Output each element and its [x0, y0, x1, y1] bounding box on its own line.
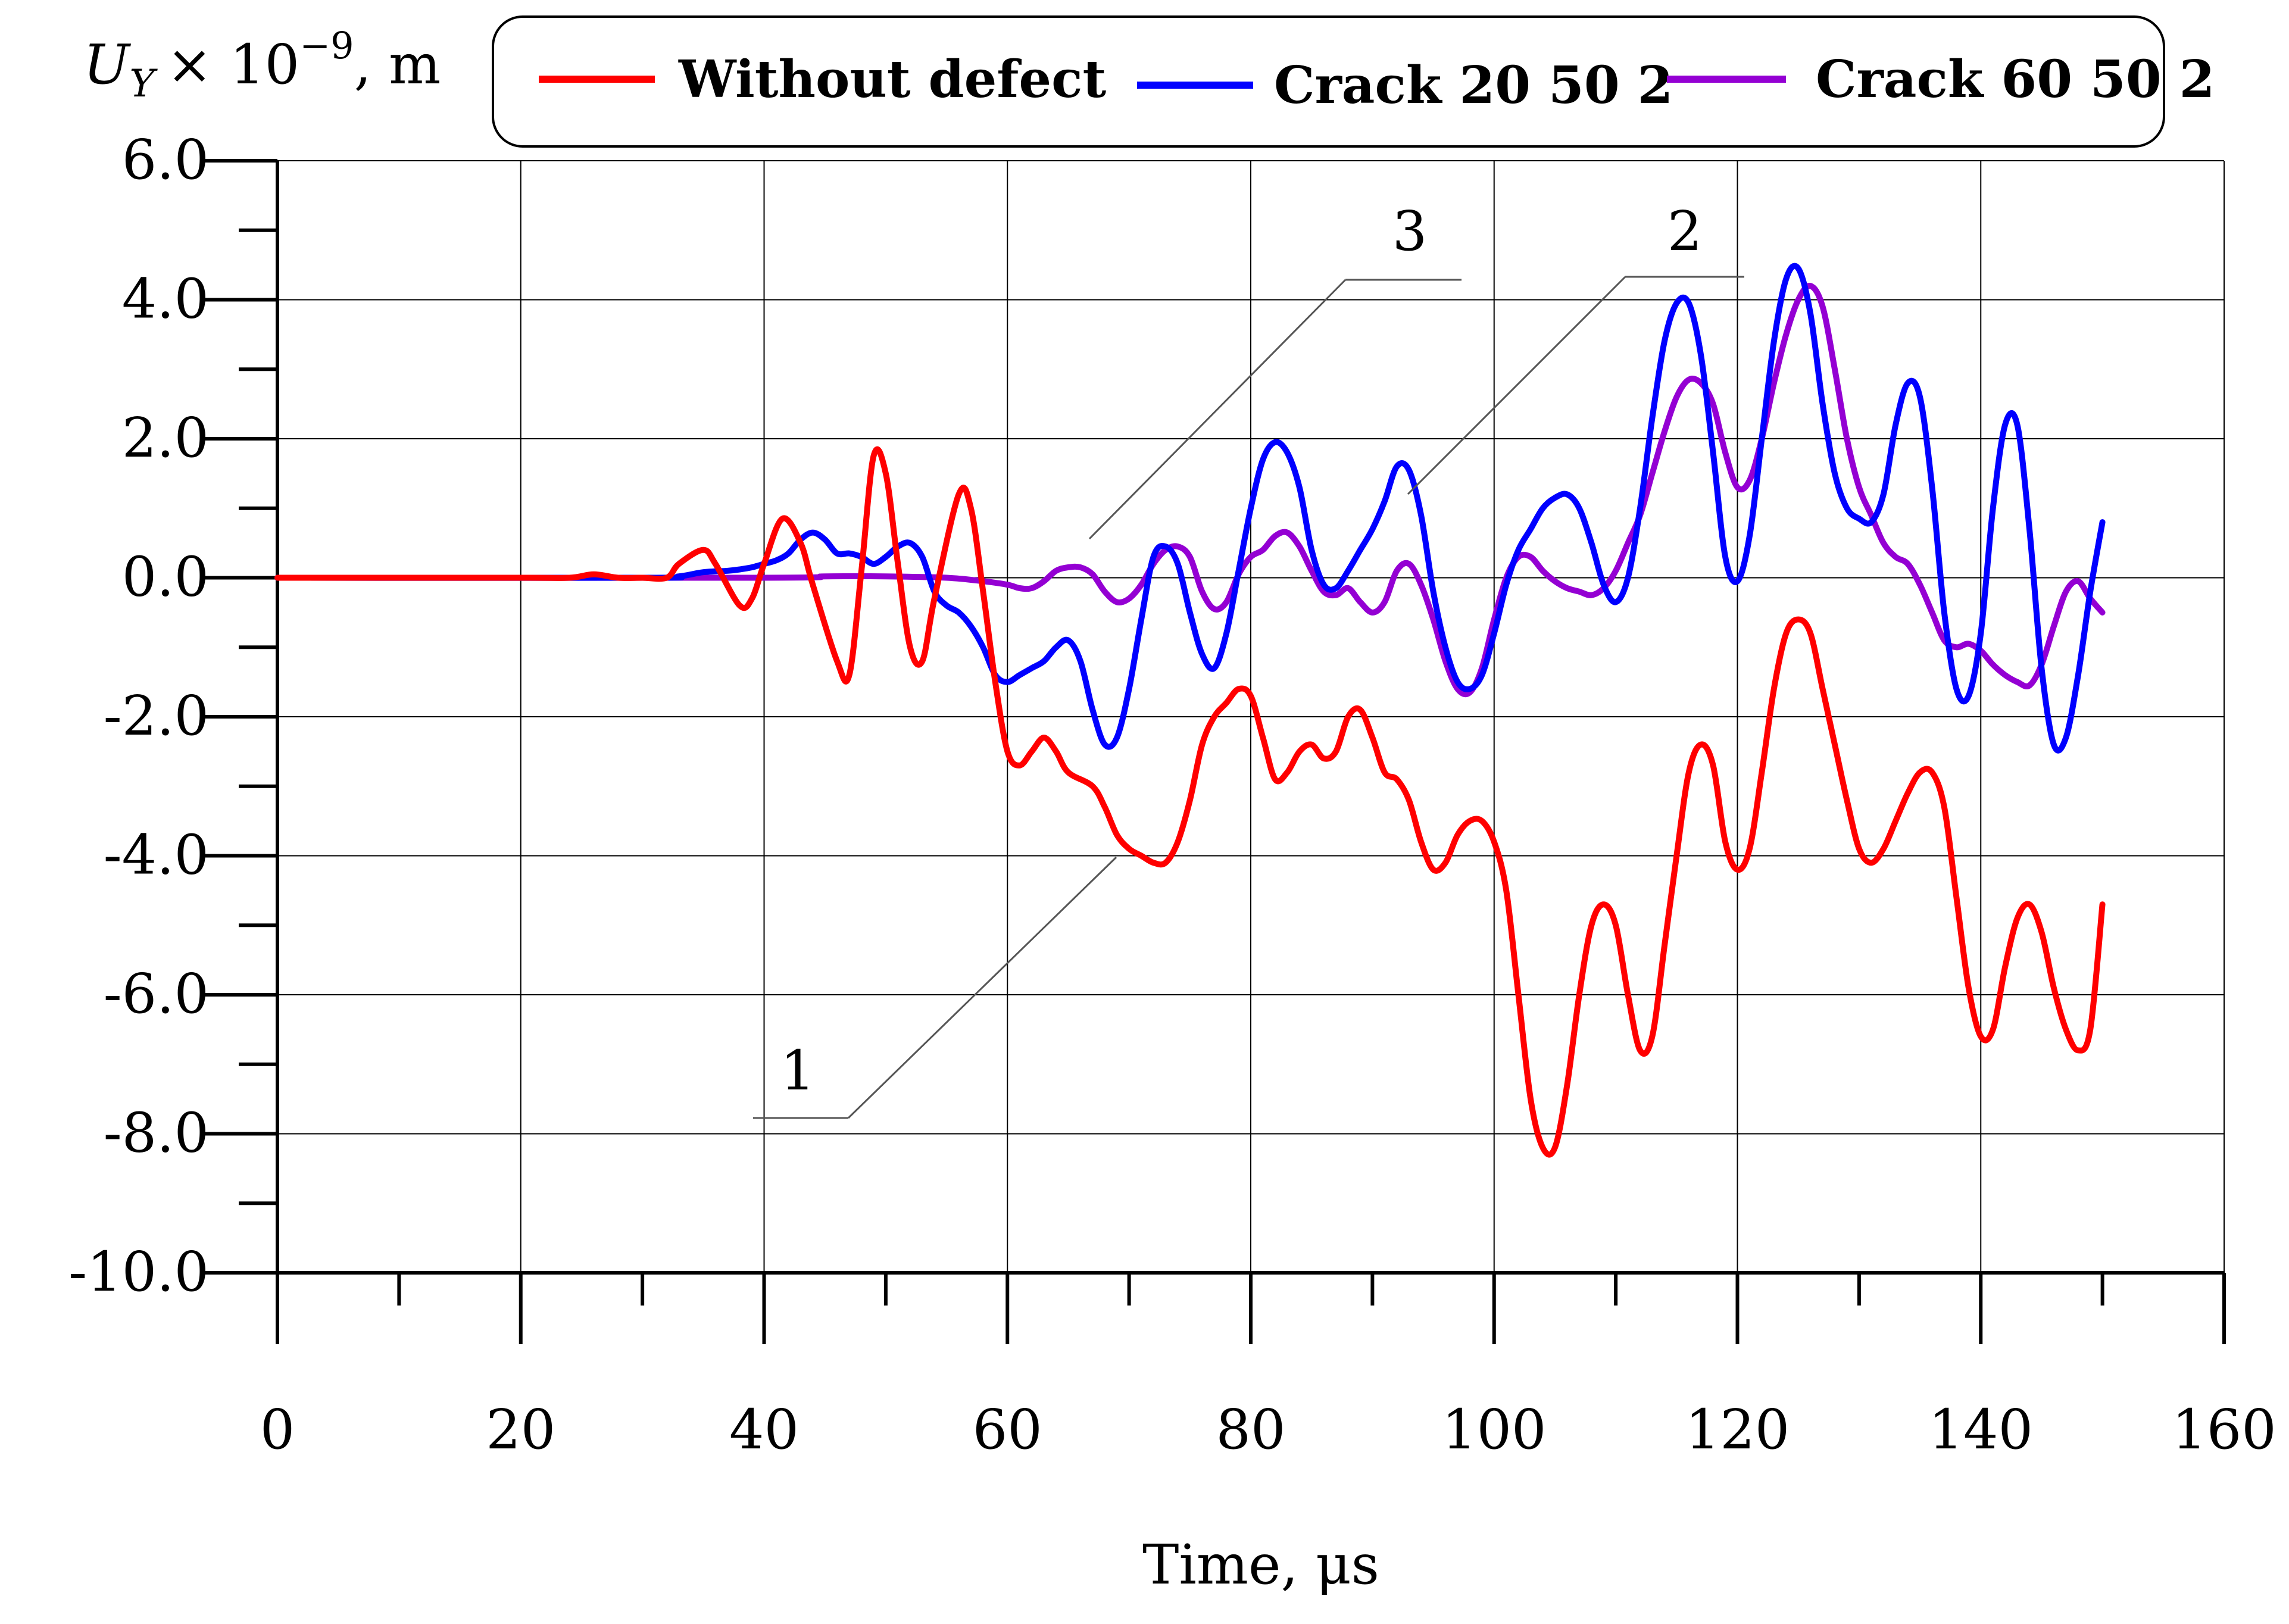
y-tick-label: 0.0: [122, 545, 209, 609]
callout-label-2: 2: [1667, 199, 1703, 263]
callout-leader-1: [847, 856, 1117, 1119]
x-tick-label: 40: [729, 1398, 799, 1461]
callout-annotations: 1 2 3: [753, 199, 1744, 1119]
y-tick-label: -10.0: [68, 1240, 209, 1304]
y-axis-label: UY × 10−9, m: [83, 24, 441, 106]
x-tick-label: 60: [973, 1398, 1042, 1461]
y-axis-label-exponent: −9: [299, 24, 354, 67]
y-tick-label: -4.0: [104, 823, 209, 887]
x-tick-label: 140: [1928, 1398, 2033, 1461]
x-tick-label: 20: [486, 1398, 555, 1461]
y-axis-ticks: 6.0 4.0 2.0 0.0 -2.0 -4.0 -6.0 -8.0 -10.0: [68, 128, 277, 1304]
legend-label-without-defect: Without defect: [678, 49, 1106, 110]
y-tick-label: 2.0: [122, 406, 209, 470]
y-axis-label-subscript: Y: [130, 62, 158, 106]
x-tick-label: 120: [1685, 1398, 1790, 1461]
x-tick-label: 100: [1442, 1398, 1547, 1461]
y-axis-label-variable: U: [83, 33, 132, 96]
x-tick-label: 160: [2172, 1398, 2276, 1461]
legend-label-crack-20-50-2: Crack 20 50 2: [1274, 55, 1673, 115]
y-tick-label: -8.0: [104, 1101, 209, 1165]
x-axis-ticks: 0 20 40 60 80 100 120 140 160: [260, 1273, 2276, 1461]
legend: Without defect Crack 20 50 2 Crack 60 50…: [492, 15, 2215, 148]
series-lines: [274, 263, 2106, 1158]
callout-label-1: 1: [780, 1039, 816, 1103]
x-axis-label: Time, μs: [1142, 1533, 1379, 1597]
series-without-defect: [274, 446, 2106, 1158]
y-tick-label: -6.0: [104, 962, 209, 1026]
callout-leader-3: [1088, 279, 1347, 540]
y-tick-label: -2.0: [104, 684, 209, 748]
y-axis-label-unit: , m: [354, 33, 441, 96]
legend-label-crack-60-50-2: Crack 60 50 2: [1816, 49, 2215, 110]
y-tick-label: 6.0: [122, 128, 209, 192]
y-axis-label-multiplier: × 10: [167, 33, 299, 96]
y-tick-label: 4.0: [122, 267, 209, 331]
series-crack-20-50-2: [274, 263, 2106, 754]
callout-label-3: 3: [1392, 199, 1428, 263]
callout-leader-2: [1407, 276, 1626, 495]
x-tick-label: 0: [260, 1398, 295, 1461]
x-tick-label: 80: [1216, 1398, 1285, 1461]
legend-box: [492, 15, 2165, 148]
horizontal-gridlines: [277, 160, 2224, 1135]
